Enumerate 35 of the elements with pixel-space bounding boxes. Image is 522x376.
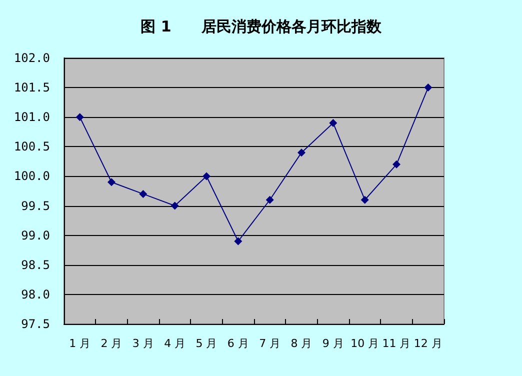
x-tick-label: 2 月 bbox=[100, 337, 122, 350]
x-tick-label: 4 月 bbox=[164, 337, 186, 350]
point bbox=[139, 190, 148, 198]
y-tick-label: 100.5 bbox=[14, 140, 50, 154]
y-tick-label: 101.5 bbox=[14, 80, 50, 95]
y-tick-label: 102.0 bbox=[14, 51, 50, 65]
x-tick-label: 1 月 bbox=[69, 337, 91, 350]
y-tick-label: 98.0 bbox=[21, 287, 50, 302]
y-tick-label: 99.0 bbox=[21, 228, 50, 242]
point bbox=[234, 237, 242, 246]
point bbox=[392, 160, 400, 168]
x-tick-label: 6 月 bbox=[227, 337, 249, 350]
chart-title: 图 1 居民消费价格各月环比指数 bbox=[140, 18, 382, 36]
point bbox=[360, 196, 369, 204]
point bbox=[266, 196, 274, 204]
y-tick-label: 100.0 bbox=[14, 169, 50, 184]
y-tick-label: 97.5 bbox=[21, 317, 50, 331]
x-tick-label: 3 月 bbox=[132, 337, 154, 350]
x-tick-label: 10 月 bbox=[350, 337, 380, 350]
x-tick-label: 11 月 bbox=[382, 337, 411, 350]
point bbox=[298, 148, 306, 157]
point bbox=[329, 119, 338, 128]
point bbox=[108, 178, 116, 186]
x-tick-label: 7 月 bbox=[259, 337, 281, 350]
y-tick-label: 98.5 bbox=[21, 258, 50, 272]
point bbox=[424, 84, 432, 92]
x-tick-label: 8 月 bbox=[290, 337, 312, 350]
point bbox=[76, 113, 84, 122]
x-tick-label: 12 月 bbox=[414, 337, 442, 350]
x-tick-label: 5 月 bbox=[196, 337, 218, 350]
x-tick-label: 9 月 bbox=[322, 337, 344, 350]
y-tick-label: 99.5 bbox=[21, 198, 50, 213]
y-tick-label: 101.0 bbox=[14, 110, 50, 124]
point bbox=[202, 172, 210, 180]
point bbox=[170, 202, 179, 210]
